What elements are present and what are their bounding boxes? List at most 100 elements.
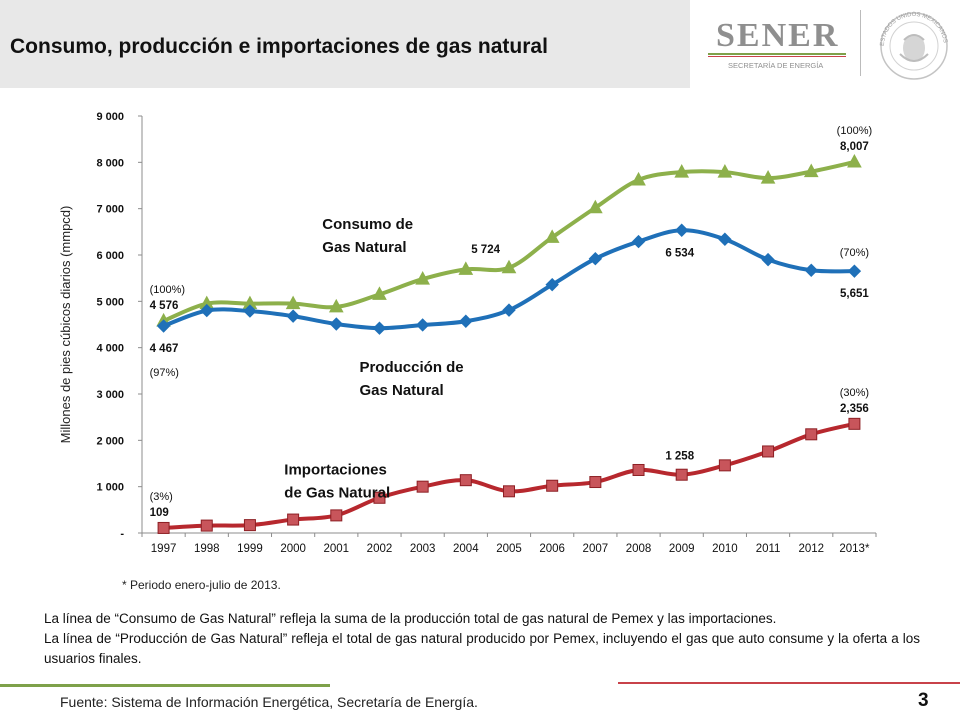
data-label: (30%) <box>840 387 869 399</box>
data-label: 109 <box>150 507 169 519</box>
data-point-produccion <box>847 264 862 278</box>
data-point-produccion <box>545 277 559 292</box>
sener-logo-text: SENER <box>716 17 839 54</box>
data-point-produccion <box>459 314 473 328</box>
data-point-produccion <box>372 321 387 335</box>
data-point-produccion <box>588 251 603 266</box>
data-point-produccion <box>761 252 775 267</box>
x-tick-label: 2011 <box>756 543 781 555</box>
data-label: 4 576 <box>150 300 179 312</box>
data-point-produccion <box>329 317 344 331</box>
data-point-produccion <box>286 309 300 323</box>
data-label: (97%) <box>150 367 179 379</box>
y-tick-label: 7 000 <box>96 204 124 216</box>
x-tick-label: 2005 <box>496 543 522 555</box>
series-label-produccion: Producción de <box>359 359 463 376</box>
data-label: (100%) <box>837 125 872 137</box>
data-point-importaciones <box>589 476 602 489</box>
data-label: 1 258 <box>665 451 694 463</box>
mexico-seal-icon: ESTADOS UNIDOS MEXICANOS <box>880 12 948 80</box>
x-tick-label: 2003 <box>410 543 436 555</box>
x-tick-label: 2006 <box>539 543 565 555</box>
footnote: * Periodo enero-julio de 2013. <box>122 578 281 592</box>
x-tick-label: 1999 <box>237 543 263 555</box>
series-label-importaciones: de Gas Natural <box>284 484 390 501</box>
data-point-importaciones <box>546 479 559 492</box>
data-point-importaciones <box>287 513 300 526</box>
series-label-consumo: Gas Natural <box>322 239 406 256</box>
header-separator <box>860 10 861 76</box>
data-point-produccion <box>718 232 732 246</box>
data-point-importaciones <box>200 519 213 532</box>
series-label-consumo: Consumo de <box>322 216 413 233</box>
series-line-importaciones <box>163 421 855 530</box>
data-point-consumo <box>588 199 603 214</box>
data-point-consumo <box>372 286 387 300</box>
data-label: (3%) <box>150 491 173 503</box>
gas-natural-chart: - 1 000 2 000 3 000 4 000 5 000 6 000 7 000 8 00… <box>58 111 877 555</box>
y-tick-label: 8 000 <box>96 157 124 169</box>
data-point-importaciones <box>675 468 688 481</box>
data-point-produccion <box>156 319 171 333</box>
description-produccion: La línea de “Producción de Gas Natural” … <box>44 631 920 666</box>
y-tick-label: 3 000 <box>96 389 124 401</box>
data-point-consumo <box>674 164 690 178</box>
data-point-produccion <box>502 303 516 317</box>
x-tick-label: 2012 <box>798 543 824 555</box>
data-point-consumo <box>631 171 646 186</box>
data-point-importaciones <box>762 445 775 458</box>
data-label: 5 724 <box>471 244 500 256</box>
data-label: 5,651 <box>840 288 869 300</box>
data-label: 8,007 <box>840 141 869 153</box>
y-tick-label: 9 000 <box>96 111 124 123</box>
description-consumo: La línea de “Consumo de Gas Natural” ref… <box>44 611 777 626</box>
data-label: (70%) <box>840 247 869 259</box>
x-tick-label: 2013* <box>839 543 870 555</box>
data-point-consumo <box>847 153 862 168</box>
data-label: 2,356 <box>840 403 869 415</box>
y-tick-label: 5 000 <box>96 296 124 308</box>
data-point-consumo <box>501 259 517 274</box>
data-point-importaciones <box>503 485 515 498</box>
data-point-consumo <box>285 295 301 310</box>
data-point-consumo <box>415 271 430 285</box>
x-tick-label: 2001 <box>323 543 349 555</box>
series-label-importaciones: Importaciones <box>284 461 387 478</box>
data-point-produccion <box>804 263 818 277</box>
data-point-consumo <box>458 261 474 275</box>
series-label-produccion: Gas Natural <box>359 382 443 399</box>
x-tick-label: 2009 <box>669 543 695 555</box>
y-axis-label: Millones de pies cúbicos diarios (mmpcd) <box>58 206 73 444</box>
x-tick-label: 2008 <box>626 543 652 555</box>
y-tick-label: 4 000 <box>96 343 124 355</box>
y-tick-label: 2 000 <box>96 435 124 447</box>
data-point-importaciones <box>848 417 861 430</box>
data-point-importaciones <box>632 463 645 476</box>
data-point-consumo <box>760 170 776 184</box>
data-point-produccion <box>674 223 689 237</box>
x-tick-label: 2000 <box>280 543 306 555</box>
data-label: (100%) <box>150 284 185 296</box>
data-point-importaciones <box>373 491 386 504</box>
data-point-importaciones <box>243 519 256 532</box>
data-point-importaciones <box>416 480 429 493</box>
footer-rule-green <box>0 684 330 687</box>
sener-logo-subtitle: SECRETARÍA DE ENERGÍA <box>728 61 823 70</box>
x-tick-label: 1998 <box>194 543 220 555</box>
x-tick-label: 2010 <box>712 543 738 555</box>
data-point-consumo <box>803 163 819 178</box>
x-tick-label: 1997 <box>151 543 177 555</box>
data-point-produccion <box>631 234 646 249</box>
data-label: 4 467 <box>150 343 179 355</box>
y-tick-label: 1 000 <box>96 482 124 494</box>
page-number: 3 <box>918 690 929 711</box>
sener-logo: SENER SECRETARÍA DE ENERGÍA <box>708 17 846 70</box>
data-point-importaciones <box>157 521 170 534</box>
description: La línea de “Consumo de Gas Natural” ref… <box>44 609 920 669</box>
data-point-importaciones <box>805 428 818 441</box>
data-point-importaciones <box>718 459 731 472</box>
source-note: Fuente: Sistema de Información Energétic… <box>60 694 478 710</box>
data-point-consumo <box>544 229 560 243</box>
x-tick-label: 2002 <box>367 543 393 555</box>
data-point-importaciones <box>330 509 343 522</box>
